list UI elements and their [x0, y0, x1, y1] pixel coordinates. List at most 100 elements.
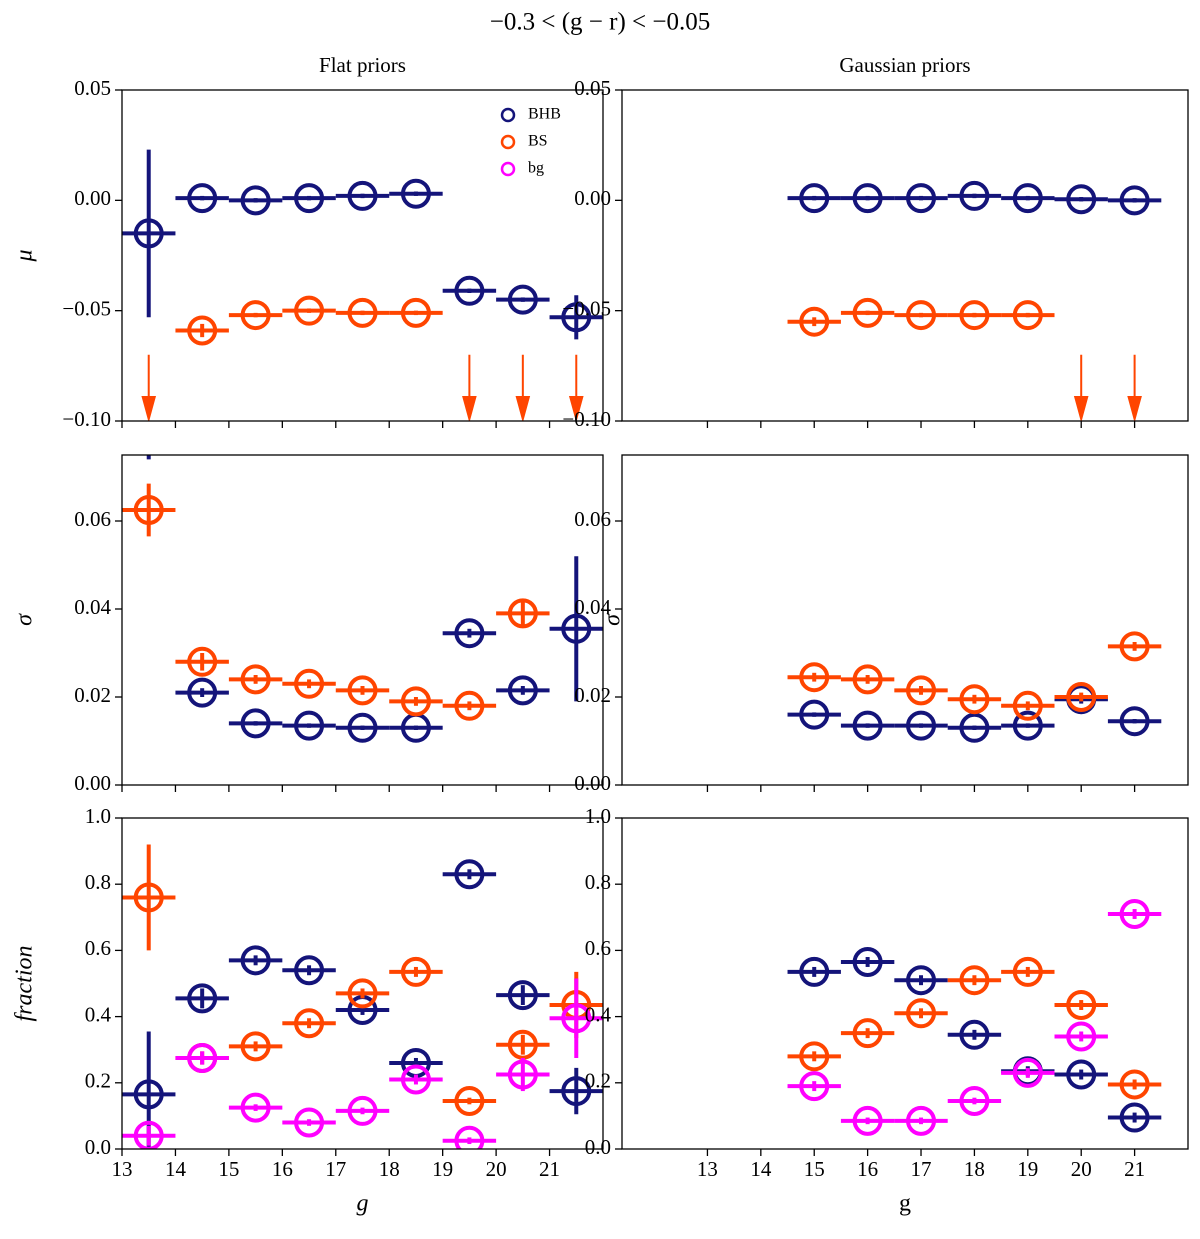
marker	[507, 1059, 538, 1090]
marker	[294, 183, 325, 214]
marker	[561, 302, 592, 333]
marker	[400, 1064, 431, 1095]
marker	[240, 664, 271, 695]
marker	[507, 284, 538, 315]
marker	[187, 677, 218, 708]
x-axis-label: g	[357, 1191, 369, 1217]
marker	[187, 183, 218, 214]
panel-title: Gaussian priors	[839, 53, 970, 77]
marker	[187, 983, 218, 1014]
marker	[187, 315, 218, 346]
x-tick-label: 15	[804, 1157, 825, 1181]
axes-frame	[121, 89, 604, 422]
x-tick-label: 20	[486, 1157, 507, 1181]
marker	[400, 178, 431, 209]
x-tick-label: 21	[539, 1157, 560, 1181]
marker	[959, 684, 990, 715]
marker	[1119, 185, 1150, 216]
plot-area	[122, 149, 603, 421]
marker	[906, 710, 937, 741]
y-tick-label: 0.05	[74, 76, 111, 100]
marker	[906, 998, 937, 1029]
y-tick-label: −0.10	[62, 407, 111, 431]
marker	[852, 1018, 883, 1049]
marker	[852, 1105, 883, 1136]
marker	[1066, 184, 1097, 215]
x-tick-label: 21	[1124, 1157, 1145, 1181]
marker	[799, 699, 830, 730]
x-tick-label: 17	[325, 1157, 346, 1181]
y-tick-label: 0.00	[74, 771, 111, 795]
y-tick-label: −0.05	[62, 296, 111, 320]
marker	[1119, 706, 1150, 737]
upper-limit-arrow	[1073, 354, 1089, 421]
y-tick-label: 1.0	[85, 804, 111, 828]
marker	[906, 183, 937, 214]
x-tick-label: 16	[272, 1157, 293, 1181]
y-axis-label: σ	[600, 613, 626, 626]
y-tick-label: 0.00	[74, 186, 111, 210]
x-tick-label: 19	[432, 1157, 453, 1181]
marker	[294, 1107, 325, 1138]
legend-label: BS	[528, 133, 548, 150]
y-tick-label: 0.6	[585, 936, 611, 960]
y-tick-label: 0.02	[574, 683, 611, 707]
marker	[1119, 1102, 1150, 1133]
marker	[1119, 631, 1150, 662]
marker	[906, 675, 937, 706]
panel-title: Flat priors	[319, 53, 406, 77]
marker	[507, 1029, 538, 1060]
x-tick-label: 14	[165, 1157, 187, 1181]
marker	[852, 183, 883, 214]
y-tick-label: 0.6	[85, 936, 111, 960]
x-tick-label: 13	[112, 1157, 133, 1181]
legend-label: bg	[528, 160, 544, 177]
marker	[852, 297, 883, 328]
marker	[240, 300, 271, 331]
marker	[959, 965, 990, 996]
y-tick-label: 0.2	[85, 1069, 111, 1093]
marker	[454, 1125, 485, 1149]
marker	[240, 708, 271, 739]
x-tick-label: 13	[697, 1157, 718, 1181]
marker	[507, 675, 538, 706]
marker	[906, 1105, 937, 1136]
marker	[799, 1041, 830, 1072]
x-tick-label: 16	[857, 1157, 878, 1181]
marker	[240, 945, 271, 976]
y-tick-label: 0.0	[585, 1135, 611, 1159]
marker	[294, 295, 325, 326]
marker	[240, 1031, 271, 1062]
marker	[959, 1086, 990, 1117]
marker	[454, 690, 485, 721]
marker	[1066, 1059, 1097, 1090]
marker	[1012, 300, 1043, 331]
y-axis-label: σ	[12, 613, 38, 626]
y-tick-label: 0.8	[585, 870, 611, 894]
x-tick-label: 14	[750, 1157, 772, 1181]
suptitle: −0.3 < (g − r) < −0.05	[490, 9, 710, 36]
y-tick-label: 0.2	[585, 1069, 611, 1093]
marker	[906, 300, 937, 331]
x-axis-label: g	[899, 1191, 911, 1217]
y-tick-label: 0.05	[574, 76, 611, 100]
y-tick-label: 0.8	[85, 870, 111, 894]
legend-label: BHB	[528, 106, 561, 123]
marker	[187, 646, 218, 677]
marker	[1119, 898, 1150, 929]
y-axis-label: μ	[12, 249, 38, 262]
y-axis-label: fraction	[12, 946, 38, 1022]
marker	[240, 1092, 271, 1123]
upper-limit-arrow	[568, 354, 584, 421]
plot-area	[122, 844, 603, 1149]
marker	[959, 180, 990, 211]
marker	[959, 1019, 990, 1050]
marker	[133, 1079, 164, 1110]
marker	[561, 1003, 592, 1034]
marker	[294, 668, 325, 699]
marker	[507, 598, 538, 629]
marker	[1012, 1057, 1043, 1088]
plot-area	[787, 898, 1162, 1136]
marker	[454, 859, 485, 890]
marker	[1066, 1021, 1097, 1052]
